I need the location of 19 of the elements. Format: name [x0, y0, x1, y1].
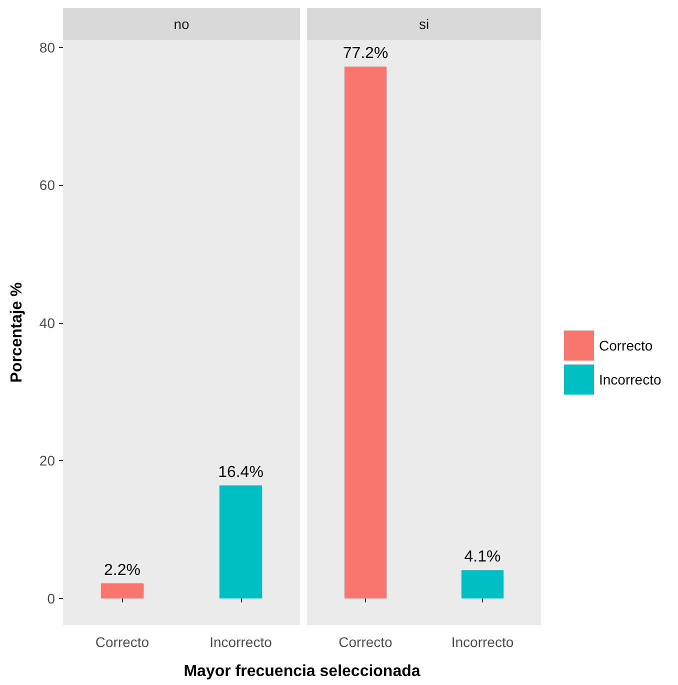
- data-label: 16.4%: [218, 464, 264, 481]
- chart-title: si: [307, 8, 541, 40]
- legend-label: Correcto: [599, 338, 653, 354]
- y-tick-label: 40: [39, 314, 56, 331]
- y-tick-label: 0: [47, 590, 56, 606]
- y-axis-title: Porcentaje %: [8, 282, 26, 383]
- x-tick-label: Incorrecto: [210, 634, 272, 650]
- y-tick-label: 20: [39, 452, 56, 469]
- y-tick-label: 60: [39, 177, 56, 194]
- x-tick-label: Incorrecto: [451, 634, 514, 650]
- y-tick-label: 80: [39, 39, 56, 56]
- x-tick-label: Correcto: [338, 634, 393, 650]
- x-axis-title: Mayor frecuencia seleccionada: [182, 663, 422, 681]
- data-label: 4.1%: [464, 548, 501, 566]
- data-label: 77.2%: [342, 45, 388, 62]
- legend-label: Incorrecto: [599, 372, 662, 388]
- x-tick-label: Correcto: [95, 634, 150, 650]
- chart-title: no: [63, 8, 300, 40]
- data-label: 2.2%: [104, 562, 140, 579]
